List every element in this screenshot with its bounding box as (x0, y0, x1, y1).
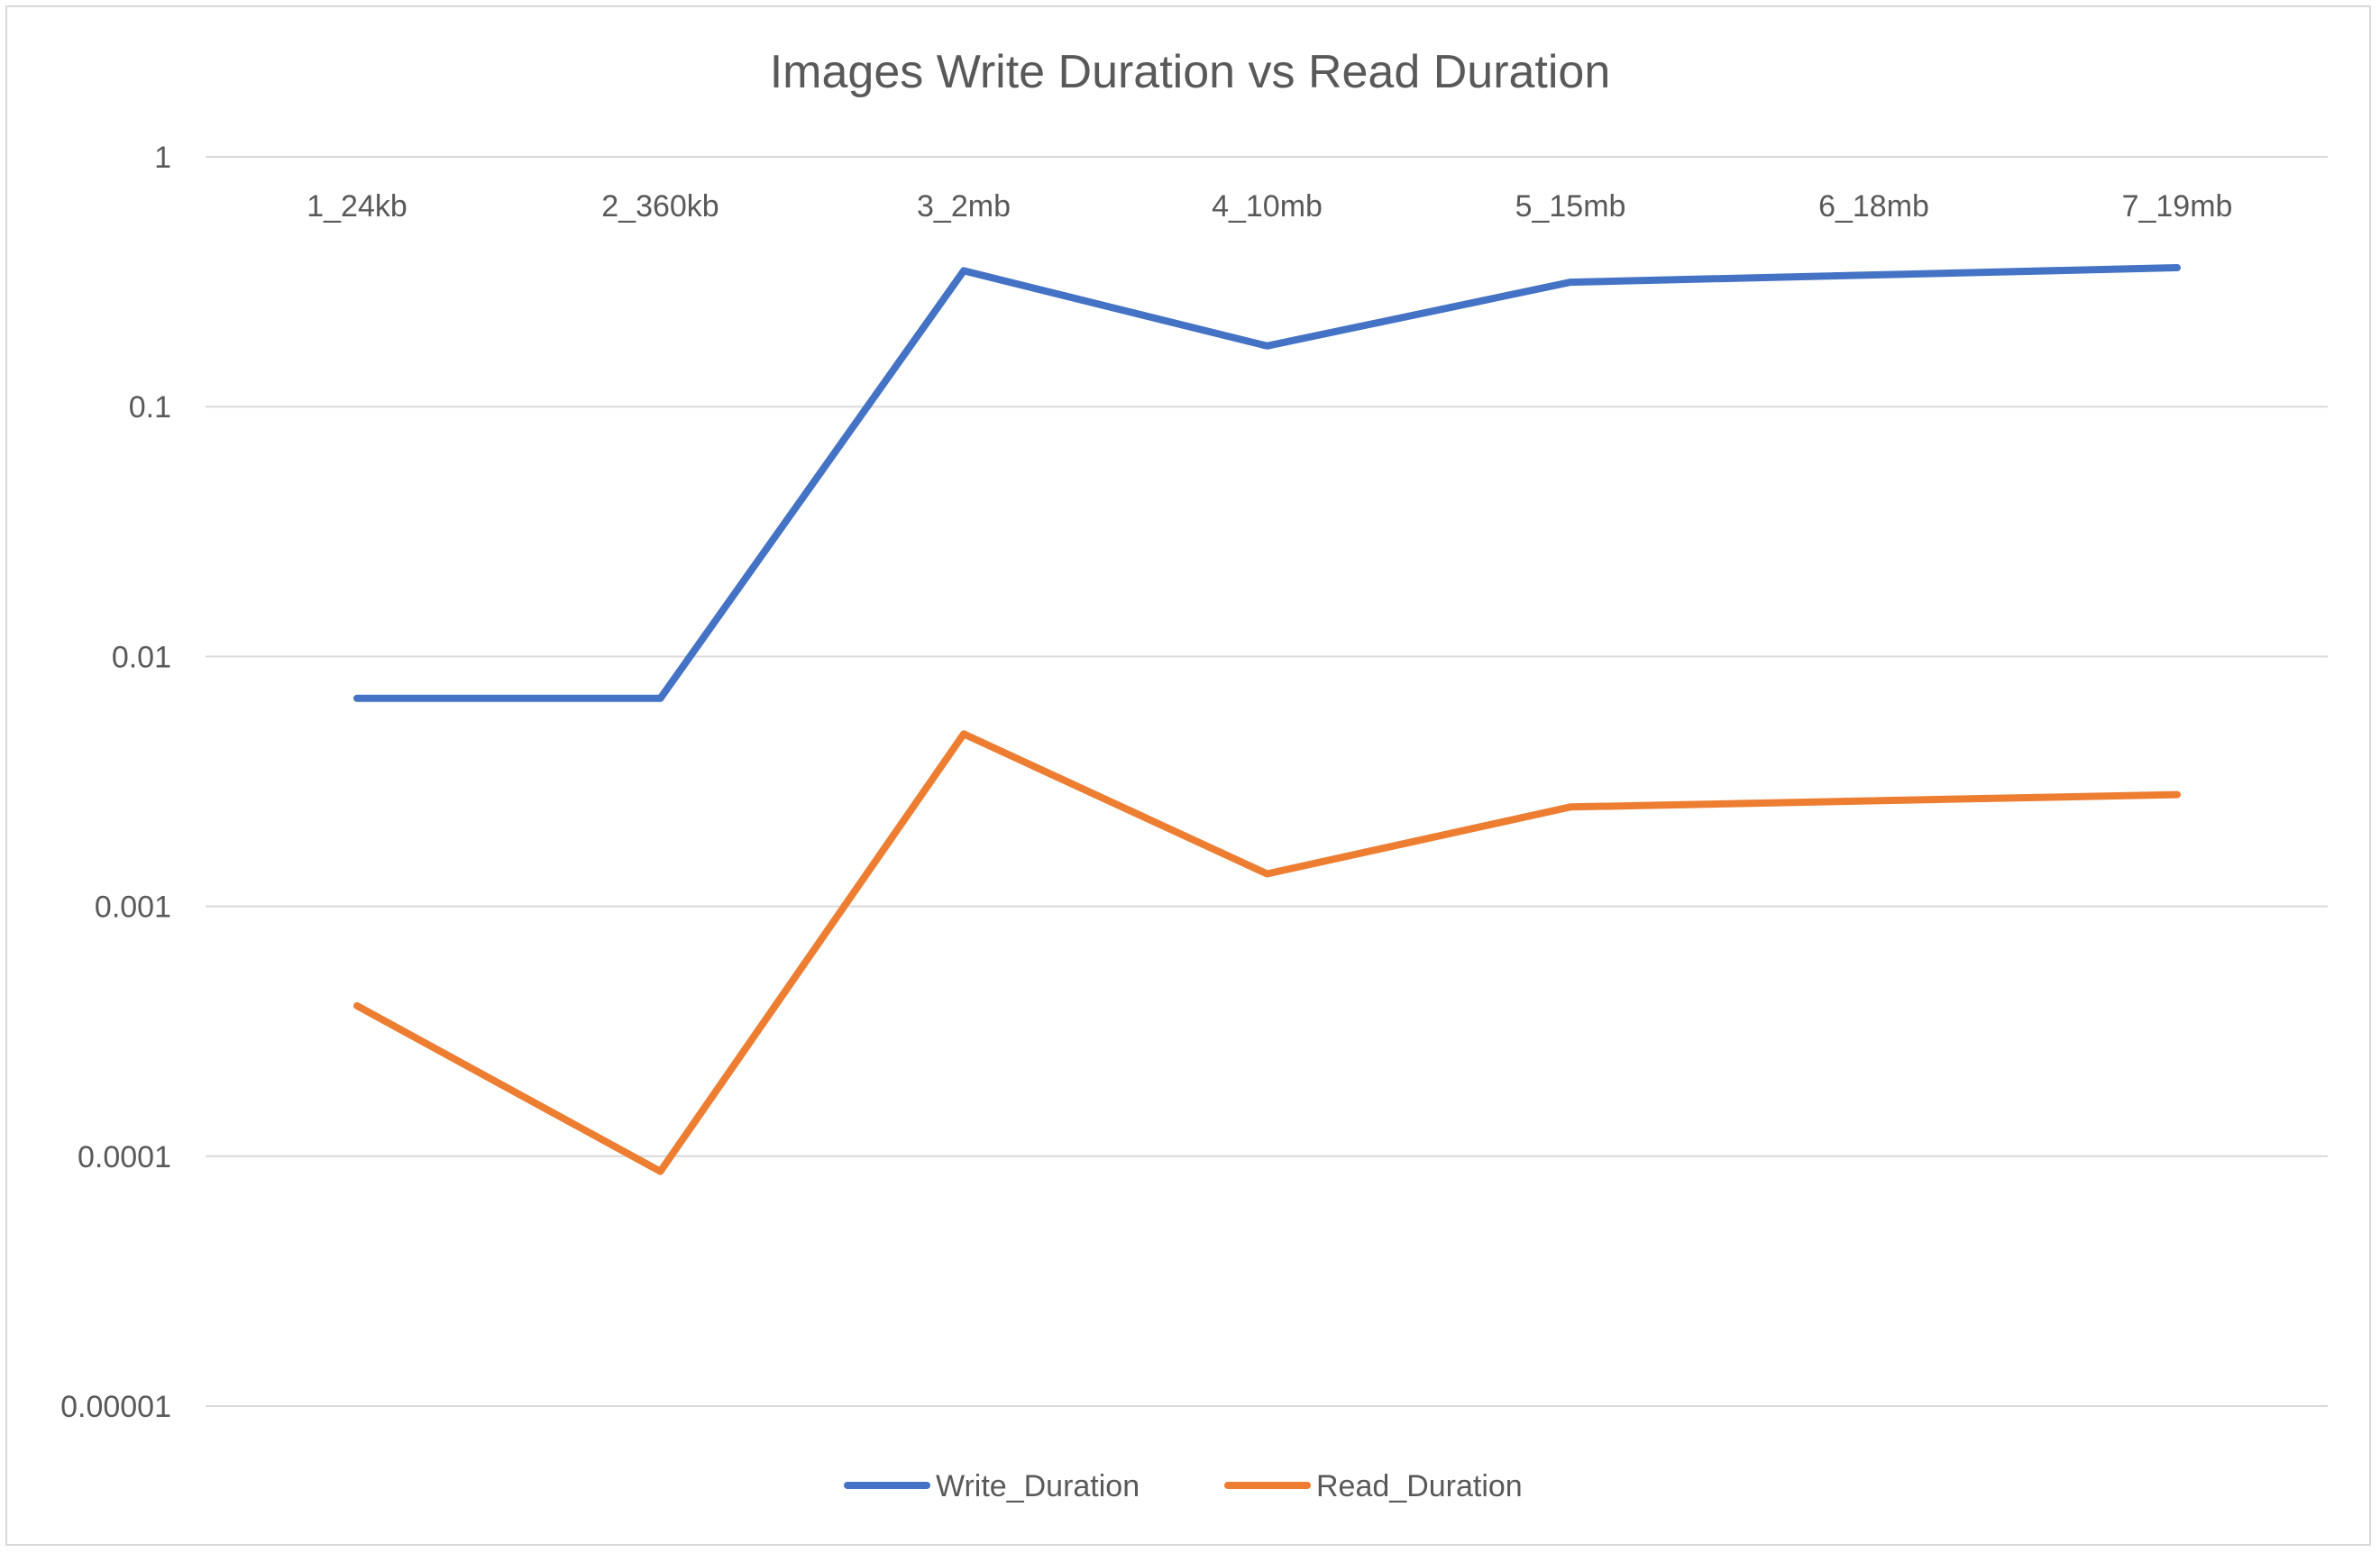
grid-lines (206, 156, 2328, 1407)
x-category-label: 4_10mb (1212, 189, 1323, 224)
x-category-label: 1_24kb (307, 189, 407, 224)
chart-frame (5, 5, 2371, 1546)
series-lines (353, 264, 2181, 1175)
y-tick-label: 0.00001 (60, 1390, 171, 1424)
y-tick-label: 0.0001 (78, 1140, 171, 1174)
legend: Write_Duration Read_Duration (844, 1469, 1523, 1503)
series-line-write-duration (353, 264, 2181, 702)
y-tick-label: 0.1 (129, 390, 171, 425)
x-category-label: 2_360kb (601, 189, 719, 224)
legend-label: Read_Duration (1316, 1469, 1523, 1503)
x-category-label: 3_2mb (917, 189, 1011, 224)
category-labels: 1_24kb 2_360kb 3_2mb 4_10mb 5_15mb 6_18mb 7_19… (307, 189, 2232, 224)
y-axis-ticks: 1 0.1 0.01 0.001 0.0001 0.00001 (60, 141, 171, 1424)
x-category-label: 7_19mb (2122, 189, 2233, 224)
legend-label: Write_Duration (936, 1469, 1140, 1503)
x-category-label: 5_15mb (1515, 189, 1626, 224)
chart-title: Images Write Duration vs Read Duration (770, 46, 1611, 98)
x-category-label: 6_18mb (1818, 189, 1929, 224)
y-tick-label: 0.01 (112, 640, 171, 674)
y-tick-label: 0.001 (95, 891, 171, 925)
y-tick-label: 1 (154, 141, 171, 175)
series-line-read-duration (353, 730, 2181, 1175)
